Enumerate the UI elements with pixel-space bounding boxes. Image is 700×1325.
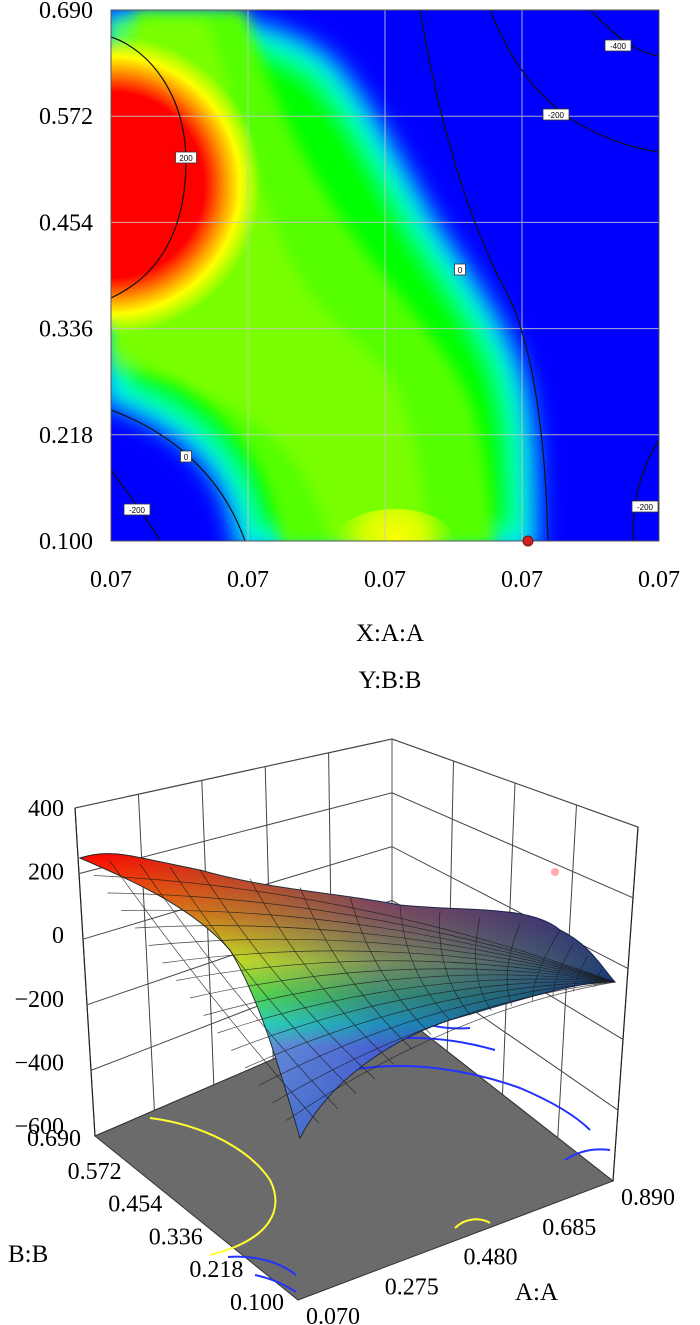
wall-grid-h [78,792,634,899]
surface-mesh-line [594,968,602,988]
contour-x-tick: 0.07 [364,567,406,593]
surface-mesh-line [139,863,338,1109]
surface-z-tick: 400 [28,796,64,822]
surface-mesh-line [217,978,616,1034]
contour-frame [110,9,660,542]
surface-a-tick: 0.275 [385,1274,439,1300]
surface-b-ticks: 0.690 0.572 0.454 0.336 0.218 0.100 [27,1126,284,1316]
surface-b-tick: 0.100 [230,1290,284,1316]
surface-b-tick: 0.218 [189,1257,243,1283]
surface-b-tick: 0.454 [108,1192,162,1218]
wall-grid-h [74,738,639,828]
surface-mesh-line [573,955,588,992]
surface-mesh-line [286,981,616,1121]
surface-z-tick: −400 [14,1050,64,1076]
contour-label: 200 [179,154,193,163]
contour-y-label: Y:B:B [358,667,421,694]
contour-x-tick: 0.07 [501,567,543,593]
contour-x-label: X:A:A [356,620,424,647]
contour-label-box [631,500,659,513]
contour-label-box [180,450,192,463]
surface-b-label: B:B [8,1241,48,1268]
contour-y-tick: 0.100 [39,529,93,555]
contour-label-box [123,503,151,516]
surface-mesh-line [176,960,616,983]
surface-mesh [93,860,616,1124]
surface-a-ticks: 0.070 0.275 0.480 0.685 0.890 [306,1185,675,1325]
design-point [522,535,534,547]
contour-label-box [175,151,197,164]
surface-mesh-line [189,968,616,999]
contour-label: -400 [610,42,627,51]
surface-mesh-line [244,981,616,1069]
contour-line-0-right [419,10,549,541]
surface-mesh-line [162,950,616,983]
surface-mesh-line [121,909,616,983]
surface-mesh-line [107,892,616,983]
contour-y-tick: 0.336 [39,317,93,343]
contour-y-tick: 0.572 [39,104,93,130]
surface-z-tick: 0 [52,923,64,949]
surface-z-tick: −200 [14,987,64,1013]
surface-mesh-line [272,981,616,1104]
contour-label: 0 [458,266,463,275]
surface-b-tick: 0.690 [27,1126,81,1152]
surface-z-tick: −600 [14,1114,64,1140]
contour-label: -200 [637,503,654,512]
contour-line-minus200-left [111,469,161,541]
surface-mesh-line [109,860,320,1124]
contour-label: -200 [548,111,565,120]
surface-mesh-line [134,925,616,983]
contour-x-tick: 0.07 [227,567,269,593]
surface-mesh-line [231,981,616,1051]
surface-a-tick: 0.685 [542,1215,596,1241]
surface-a-tick: 0.480 [464,1245,518,1271]
contour-labels: -400 -200 200 0 0 -200 -200 [123,39,659,516]
contour-label: 0 [184,453,189,462]
surface-a-tick: 0.070 [306,1304,360,1325]
surface-mesh-line [203,974,616,1016]
surface-mesh-line [148,938,616,983]
contour-label: -200 [129,506,146,515]
surface-b-tick: 0.336 [149,1224,203,1250]
contour-y-tick: 0.454 [39,210,93,236]
contour-label-box [604,39,632,52]
wall-grid-v [137,794,155,1111]
surface-mesh-line [258,981,616,1086]
contour-fill [111,10,659,541]
surface-mesh-line [506,923,521,1006]
surface-plot: 400 200 0 −200 −400 −600 0.690 0.572 0.454 0.336… [8,738,675,1325]
surface-mesh-line [399,904,451,1021]
response-surface [78,853,617,1140]
surface-z-ticks: 400 200 0 −200 −400 −600 [14,796,64,1140]
contour-label-box [542,108,570,121]
contour-line-minus200-bottom [632,439,659,541]
surface-design-point [551,868,559,876]
surface-z-tick: 200 [28,860,64,886]
surface-mesh-line [169,866,357,1094]
contour-label-box [454,263,466,276]
contour-x-tick: 0.07 [638,567,680,593]
surface-a-label: A:A [515,1279,558,1306]
surface-b-tick: 0.572 [68,1159,122,1185]
contour-y-ticks: 0.100 0.218 0.336 0.454 0.572 0.690 [39,0,93,555]
surface-a-tick: 0.890 [621,1185,675,1211]
contour-line-minus200-top [489,10,659,153]
contour-y-tick: 0.218 [39,423,93,449]
contour-x-tick: 0.07 [90,567,132,593]
surface-mesh-line [93,875,616,983]
contour-y-tick: 0.690 [39,0,93,24]
contour-x-ticks: 0.07 0.07 0.07 0.07 0.07 [90,567,680,593]
wall-grid-v [201,780,215,1085]
surface-mesh-line [299,887,413,1050]
box-frame [74,807,639,1182]
